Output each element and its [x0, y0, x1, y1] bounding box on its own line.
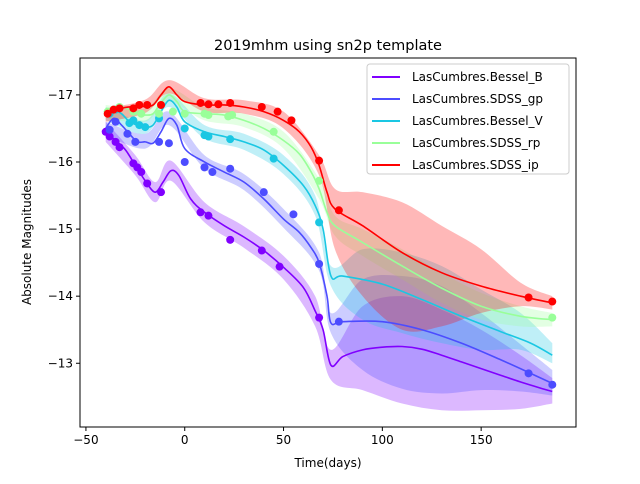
point-bessel-v-5 [141, 123, 150, 132]
point-bessel-v-10 [226, 135, 235, 144]
point-sdss-rp-9 [204, 111, 213, 120]
point-sdss-gp-6 [180, 157, 189, 166]
x-tick-label: 100 [371, 433, 394, 447]
point-sdss-rp-13 [315, 176, 324, 185]
y-axis-ticks: −17 −16 −15 −14 −13 [48, 88, 80, 370]
point-bessel-b-9 [196, 208, 205, 217]
point-bessel-v-11 [269, 154, 278, 163]
plot-frame [79, 57, 577, 428]
point-bessel-b-7 [143, 179, 152, 188]
point-bessel-b-14 [315, 313, 324, 322]
model-line-bessel-b [105, 131, 553, 393]
y-axis-label: Absolute Magnitudes [20, 179, 34, 305]
point-sdss-ip-15 [334, 206, 343, 215]
point-bessel-b-12 [257, 246, 266, 255]
band-bessel-b [105, 121, 553, 411]
point-sdss-gp-8 [208, 168, 217, 177]
legend-label-sdss-rp: LasCumbres.SDSS_rp [412, 136, 540, 150]
legend-box [366, 63, 570, 175]
point-bessel-b-1 [105, 132, 114, 141]
point-sdss-gp-12 [315, 259, 324, 268]
point-bessel-b-11 [226, 235, 235, 244]
band-sdss-rp [105, 88, 553, 327]
point-sdss-ip-14 [315, 156, 324, 165]
band-bessel-v [105, 93, 553, 364]
point-sdss-ip-12 [273, 107, 282, 116]
point-bessel-v-12 [315, 218, 324, 227]
point-bessel-v-9 [204, 132, 213, 141]
x-tick-label: 50 [276, 433, 291, 447]
point-sdss-ip-5 [143, 100, 152, 109]
point-sdss-gp-5 [164, 139, 173, 148]
y-tick-label: −16 [48, 155, 73, 169]
y-tick-label: −17 [48, 88, 73, 102]
point-sdss-rp-12 [269, 127, 278, 136]
x-axis-label: Time(days) [293, 456, 361, 470]
legend: LasCumbres.Bessel_B LasCumbres.SDSS_gp L… [366, 63, 570, 175]
point-sdss-ip-8 [204, 100, 213, 109]
point-sdss-rp-11 [228, 111, 237, 120]
point-sdss-gp-3 [131, 137, 140, 146]
model-line-sdss-gp [105, 117, 553, 385]
chart-title: 2019mhm using sn2p template [214, 38, 442, 54]
point-sdss-ip-16 [524, 293, 533, 302]
data-points [101, 98, 557, 389]
point-sdss-gp-4 [155, 137, 164, 146]
band-sdss-ip [105, 80, 553, 332]
point-sdss-rp-4 [137, 109, 146, 118]
y-tick-label: −13 [48, 356, 73, 370]
point-sdss-ip-10 [226, 98, 235, 107]
point-sdss-rp-6 [168, 107, 177, 116]
point-sdss-ip-9 [214, 100, 223, 109]
point-sdss-gp-9 [226, 164, 235, 173]
point-sdss-rp-5 [155, 109, 164, 118]
y-tick-label: −15 [48, 222, 73, 236]
point-sdss-ip-17 [548, 297, 557, 306]
x-tick-label: 0 [181, 433, 189, 447]
band-sdss-gp [105, 111, 553, 396]
point-sdss-ip-7 [196, 98, 205, 107]
point-sdss-gp-11 [289, 210, 298, 219]
point-bessel-v-3 [129, 116, 138, 125]
y-tick-label: −14 [48, 289, 73, 303]
x-tick-label: −50 [73, 433, 98, 447]
point-sdss-gp-15 [548, 380, 557, 389]
point-sdss-ip-4 [135, 100, 144, 109]
x-tick-label: 150 [470, 433, 493, 447]
legend-label-bessel-b: LasCumbres.Bessel_B [412, 70, 543, 84]
point-bessel-b-13 [275, 262, 284, 271]
point-sdss-gp-13 [334, 317, 343, 326]
point-sdss-gp-10 [259, 188, 268, 197]
point-sdss-gp-14 [524, 369, 533, 378]
legend-label-sdss-ip: LasCumbres.SDSS_ip [412, 158, 539, 172]
point-sdss-ip-3 [129, 104, 138, 113]
point-bessel-b-6 [137, 168, 146, 177]
point-bessel-b-3 [115, 143, 124, 152]
x-axis-ticks: −50 0 50 100 150 [73, 427, 493, 447]
point-sdss-gp-2 [123, 129, 132, 138]
point-sdss-rp-14 [548, 313, 557, 322]
legend-label-bessel-v: LasCumbres.Bessel_V [412, 114, 544, 128]
point-sdss-ip-6 [157, 100, 166, 109]
point-sdss-ip-0 [103, 109, 112, 118]
point-sdss-rp-7 [180, 109, 189, 118]
point-sdss-ip-2 [115, 104, 124, 113]
point-sdss-ip-13 [287, 116, 296, 125]
legend-label-sdss-gp: LasCumbres.SDSS_gp [412, 92, 543, 106]
point-bessel-b-10 [204, 211, 213, 220]
point-sdss-gp-7 [200, 163, 209, 172]
point-bessel-v-7 [180, 124, 189, 133]
point-bessel-b-8 [157, 188, 166, 197]
point-sdss-gp-1 [111, 117, 120, 126]
uncertainty-bands [105, 80, 553, 411]
point-sdss-gp-0 [105, 125, 114, 134]
point-sdss-ip-11 [257, 102, 266, 111]
